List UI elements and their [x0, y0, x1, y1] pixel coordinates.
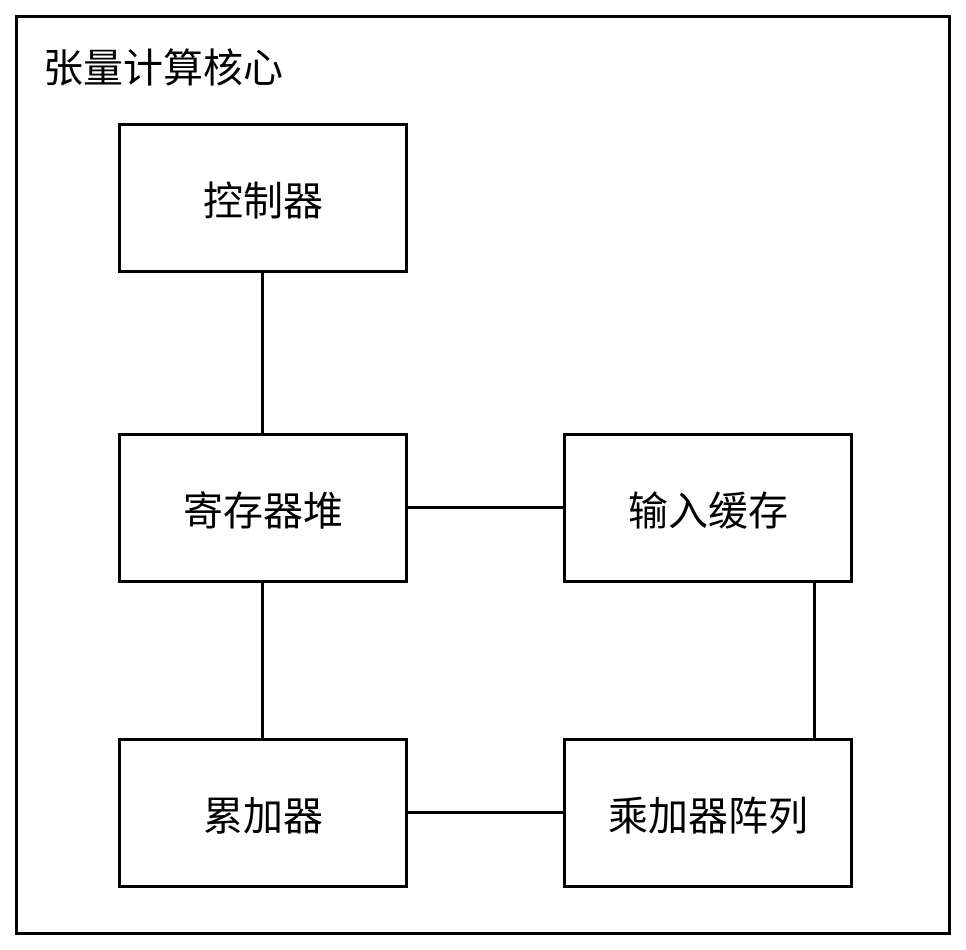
node-register-file-label: 寄存器堆 — [183, 479, 343, 537]
edge-controller-register — [261, 273, 264, 433]
diagram-title: 张量计算核心 — [43, 36, 283, 94]
edge-register-accumulator — [261, 583, 264, 738]
diagram-container: 张量计算核心 控制器 寄存器堆 输入缓存 累加器 乘加器阵列 — [15, 15, 951, 935]
node-controller-label: 控制器 — [203, 169, 323, 227]
node-mac-array: 乘加器阵列 — [563, 738, 853, 888]
node-register-file: 寄存器堆 — [118, 433, 408, 583]
edge-accumulator-macarray — [408, 811, 563, 814]
node-mac-array-label: 乘加器阵列 — [608, 784, 808, 842]
node-controller: 控制器 — [118, 123, 408, 273]
edge-register-inputbuffer — [408, 506, 563, 509]
node-accumulator: 累加器 — [118, 738, 408, 888]
edge-inputbuffer-macarray — [813, 583, 816, 738]
node-accumulator-label: 累加器 — [203, 784, 323, 842]
node-input-buffer: 输入缓存 — [563, 433, 853, 583]
node-input-buffer-label: 输入缓存 — [628, 479, 788, 537]
